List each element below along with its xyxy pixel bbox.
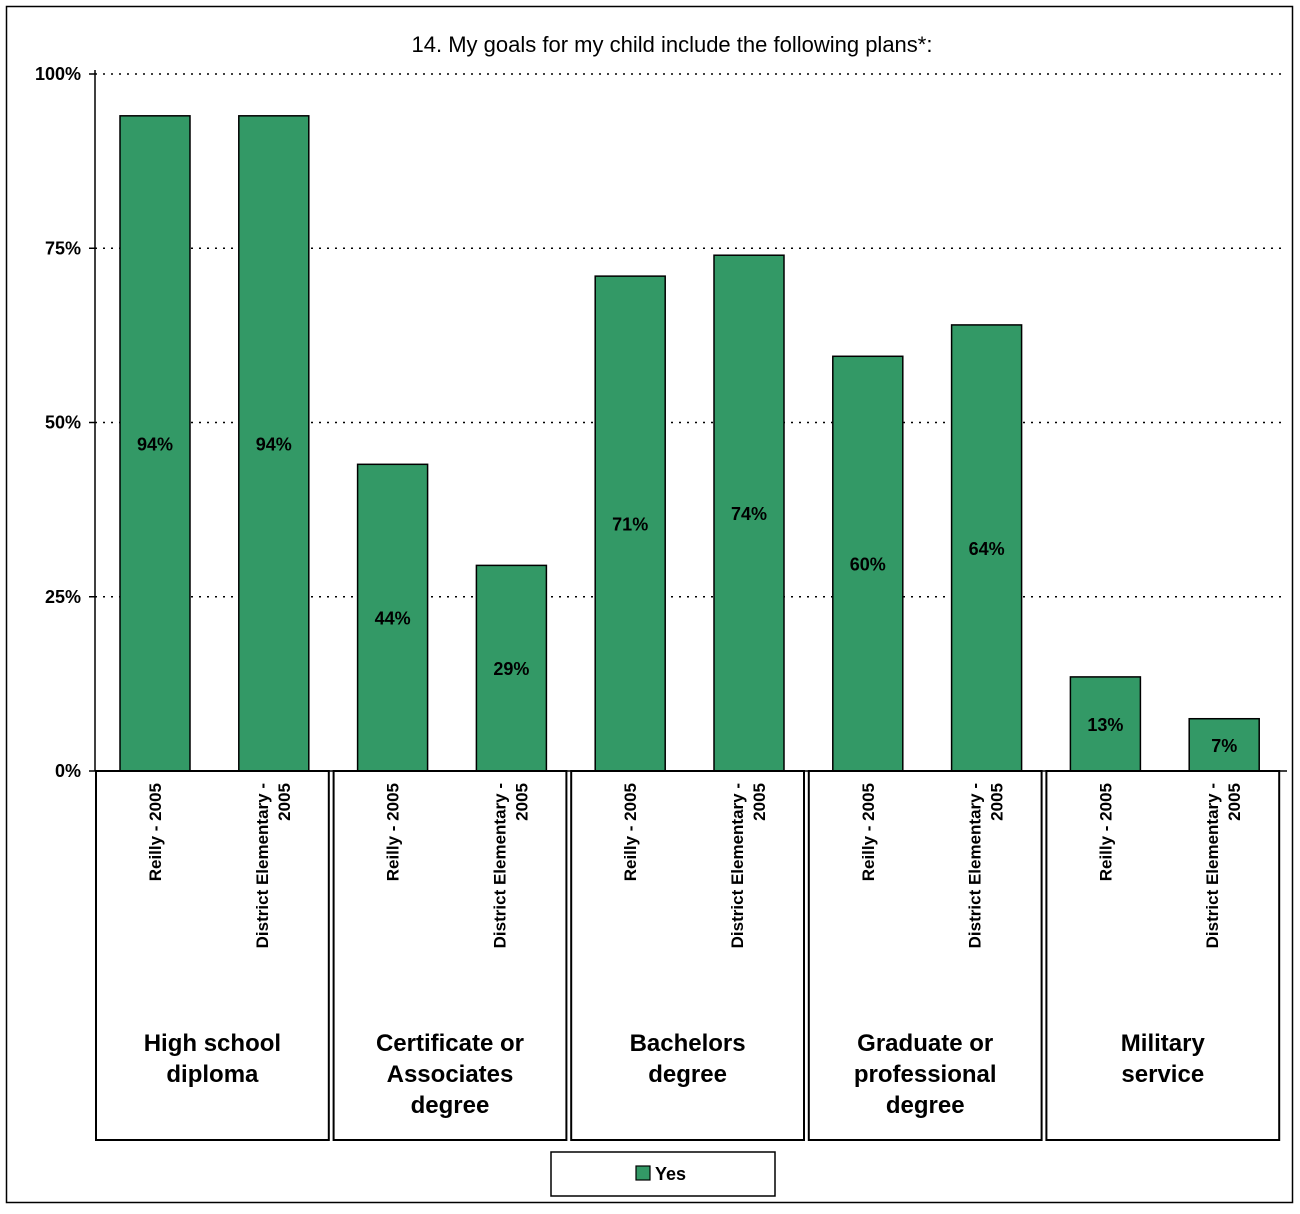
category-label: Reilly - 2005 (1096, 783, 1115, 881)
group-label: Military (1121, 1030, 1206, 1057)
group-label: High school (144, 1030, 281, 1057)
bars (119, 115, 1260, 772)
group-label: degree (411, 1092, 490, 1119)
legend: Yes (550, 1151, 776, 1197)
group-box (95, 770, 330, 1141)
category-labels: Reilly - 2005 District Elementary -2005 Re… (95, 770, 1281, 1141)
group-label: professional (854, 1061, 997, 1088)
data-label: 44% (375, 609, 411, 629)
category-label-line: 2005 (988, 783, 1007, 821)
bar (1069, 676, 1142, 772)
category-label-line: 2005 (275, 783, 294, 821)
data-label: 94% (256, 434, 292, 454)
category-label-line: District Elementary - (253, 783, 272, 948)
chart-title: 14. My goals for my child include the fo… (412, 32, 933, 57)
category-label-line: District Elementary - (490, 783, 509, 948)
group-box (807, 770, 1043, 1141)
category-label-line: Reilly - 2005 (859, 783, 878, 881)
data-label: 7% (1211, 736, 1237, 756)
data-labels: 94% 94% 44% 29% 71% 74% 60% 64% 13% 7% (137, 434, 1237, 755)
category-label-line: Reilly - 2005 (146, 783, 165, 881)
data-label: 94% (137, 434, 173, 454)
category-label-line: Reilly - 2005 (1096, 783, 1115, 881)
group-box (1045, 770, 1281, 1141)
y-tick-label: 25% (45, 587, 81, 607)
category-label-line: District Elementary - (1203, 783, 1222, 948)
legend-label-yes: Yes (655, 1164, 686, 1184)
bar (238, 115, 310, 772)
bar (475, 564, 548, 772)
bar (594, 275, 666, 772)
bar (119, 115, 191, 772)
bar (356, 463, 429, 772)
category-label-line: District Elementary - (966, 783, 985, 948)
category-label: District Elementary -2005 (1203, 783, 1244, 948)
group-label: degree (648, 1061, 727, 1088)
category-label-line: 2005 (512, 783, 531, 821)
y-tick-label: 50% (45, 413, 81, 433)
group-label: Associates (387, 1061, 514, 1088)
group-label: Certificate or (376, 1030, 524, 1057)
category-label: Reilly - 2005 (146, 783, 165, 881)
group-label: diploma (166, 1061, 259, 1088)
category-label-line: District Elementary - (728, 783, 747, 948)
category-label-line: Reilly - 2005 (621, 783, 640, 881)
group-label: service (1121, 1061, 1204, 1088)
category-label: District Elementary -2005 (966, 783, 1007, 948)
data-label: 29% (493, 659, 529, 679)
data-label: 64% (969, 539, 1005, 559)
bar (950, 324, 1023, 772)
legend-swatch-yes (635, 1165, 651, 1181)
group-label: degree (886, 1092, 965, 1119)
group-box (570, 770, 806, 1141)
gridlines (95, 73, 1287, 598)
category-label-line: Reilly - 2005 (384, 783, 403, 881)
y-tick-label: 0% (55, 761, 81, 781)
group-label: Bachelors (630, 1030, 746, 1057)
y-tick-label: 100% (35, 64, 81, 84)
category-label: District Elementary -2005 (253, 783, 294, 948)
group-box (332, 770, 568, 1141)
y-tick-label: 75% (45, 238, 81, 258)
bar (832, 355, 904, 772)
data-label: 13% (1087, 715, 1123, 735)
category-label: Reilly - 2005 (859, 783, 878, 881)
category-label: District Elementary -2005 (728, 783, 769, 948)
group-label: Graduate or (857, 1030, 993, 1057)
category-label-line: 2005 (750, 783, 769, 821)
category-label: Reilly - 2005 (621, 783, 640, 881)
category-label-line: 2005 (1225, 783, 1244, 821)
category-label: Reilly - 2005 (384, 783, 403, 881)
y-axis-ticks: 0% 25% 50% 75% 100% (35, 64, 95, 781)
data-label: 71% (612, 515, 648, 535)
category-label: District Elementary -2005 (490, 783, 531, 948)
data-label: 60% (850, 555, 886, 575)
data-label: 74% (731, 504, 767, 524)
bar (1188, 717, 1260, 772)
legend-box (550, 1151, 776, 1197)
